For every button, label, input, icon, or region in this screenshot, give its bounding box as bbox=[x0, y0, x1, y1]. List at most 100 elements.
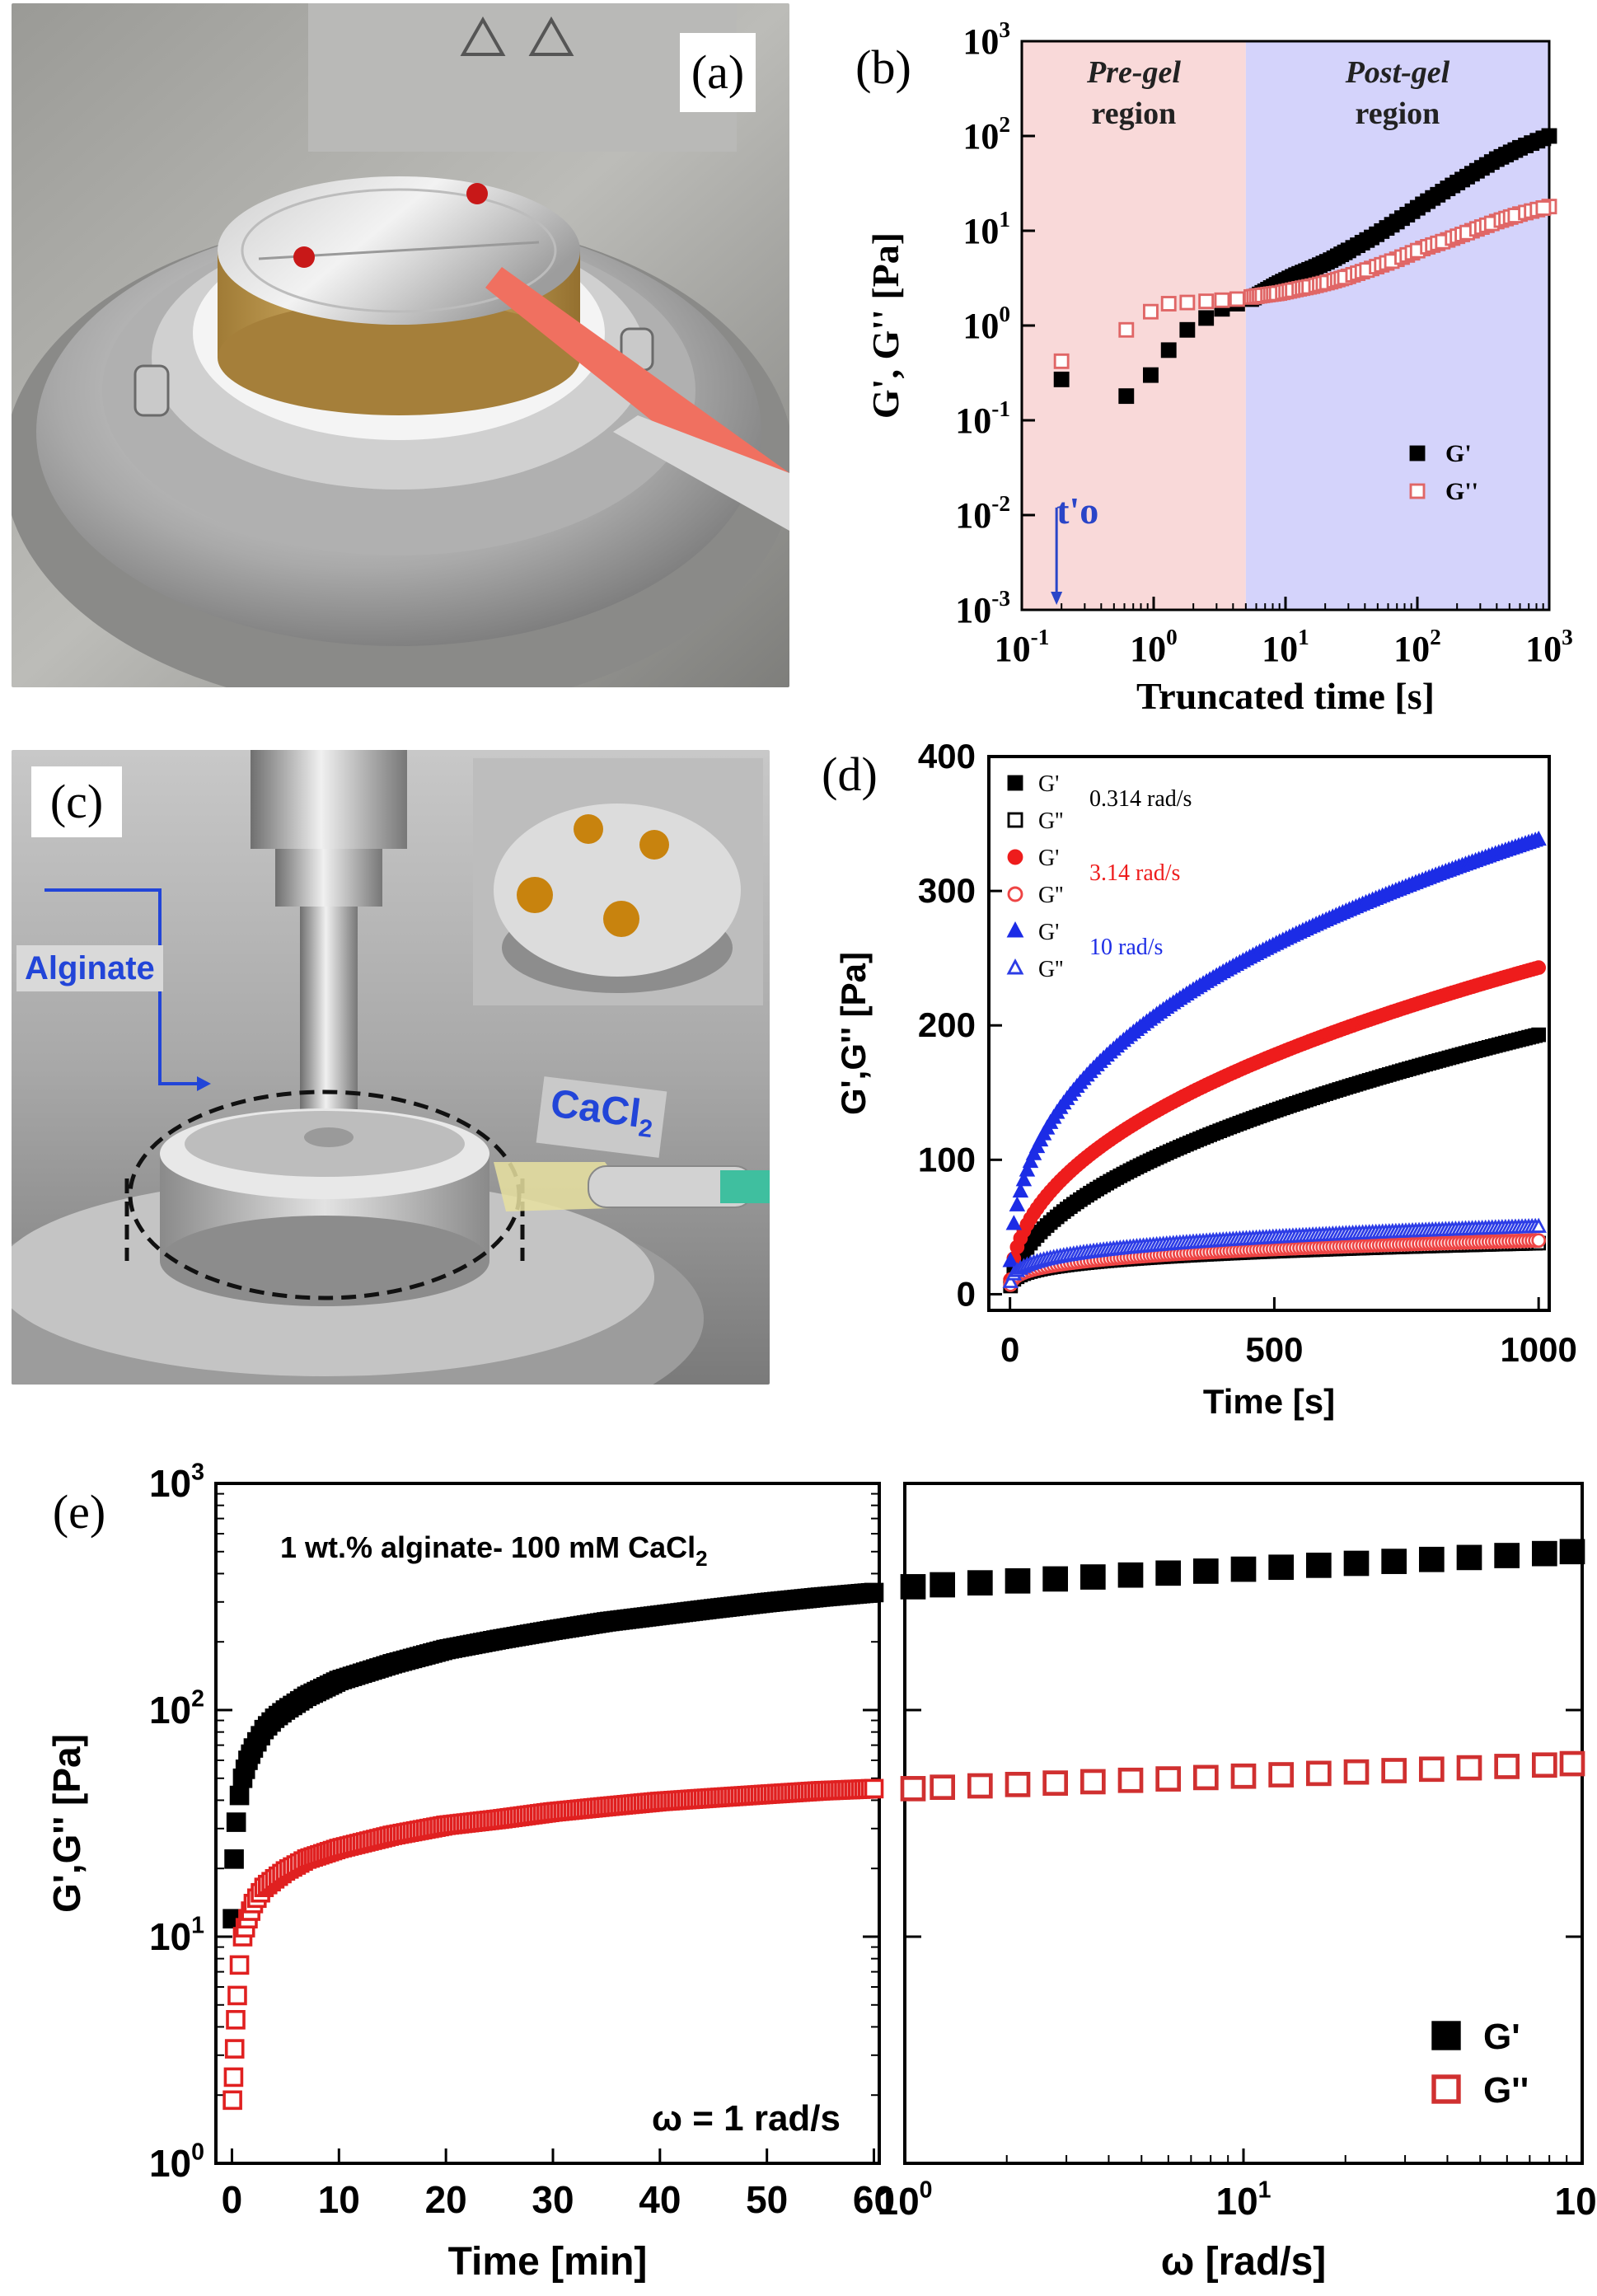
data-point bbox=[229, 1955, 250, 1975]
data-point bbox=[224, 2039, 245, 2059]
data-point bbox=[864, 1582, 884, 1603]
x-axis-label: Truncated time [s] bbox=[1136, 675, 1435, 717]
photo-c bbox=[12, 750, 770, 1385]
plot-frame bbox=[987, 755, 1551, 1312]
data-point bbox=[1142, 303, 1159, 320]
y-axis-label: G', G'' [Pa] bbox=[864, 232, 906, 419]
data-point bbox=[226, 2009, 246, 2030]
data-point bbox=[1531, 1540, 1557, 1567]
data-point bbox=[1268, 1762, 1295, 1788]
legend-marker bbox=[1409, 445, 1426, 462]
data-point bbox=[1142, 367, 1159, 383]
data-point bbox=[1079, 1769, 1106, 1795]
x-tick-label: 10-1 bbox=[995, 625, 1050, 669]
legend-label: G' bbox=[1038, 920, 1059, 945]
data-point bbox=[1053, 353, 1070, 369]
x-tick-label: 0 bbox=[222, 2178, 243, 2221]
legend-label: G' bbox=[1038, 846, 1059, 871]
data-point bbox=[1179, 321, 1196, 338]
data-point bbox=[1118, 388, 1135, 405]
data-point bbox=[1053, 371, 1070, 387]
annotation-composition: 1 wt.% alginate- 100 mM CaCl2 bbox=[280, 1530, 708, 1571]
region-sub-0: region bbox=[1092, 96, 1177, 131]
legend-marker bbox=[1409, 483, 1426, 499]
x-tick-label: 102 bbox=[1393, 625, 1441, 669]
region-sub-1: region bbox=[1356, 96, 1440, 131]
region-name-1: Post-gel bbox=[1345, 55, 1450, 90]
data-point bbox=[1155, 1560, 1182, 1586]
data-point bbox=[864, 1778, 884, 1799]
data-point bbox=[1198, 310, 1215, 326]
data-point bbox=[229, 1785, 250, 1806]
data-point bbox=[930, 1774, 956, 1801]
y-tick-label: 200 bbox=[918, 1005, 976, 1044]
x-tick-label: 10 bbox=[318, 2178, 360, 2221]
legend-marker bbox=[1006, 921, 1024, 938]
x-tick-label: 100 bbox=[877, 2177, 932, 2223]
data-point bbox=[1418, 1546, 1445, 1572]
data-point bbox=[1042, 1770, 1069, 1796]
y-tick-label: 103 bbox=[149, 1459, 204, 1505]
data-point bbox=[1019, 1161, 1036, 1177]
y-tick-label: 101 bbox=[149, 1912, 204, 1958]
y-tick-label: 0 bbox=[957, 1274, 976, 1313]
data-point bbox=[1198, 293, 1215, 310]
legend-marker bbox=[1007, 812, 1023, 828]
data-point bbox=[224, 1849, 244, 1869]
y-tick-label: 300 bbox=[918, 871, 976, 910]
chart-b: Pre-gel region Post-gel region 10-1 100 101 102… bbox=[864, 17, 1573, 717]
data-point bbox=[967, 1773, 993, 1799]
data-point bbox=[1214, 292, 1230, 308]
data-point bbox=[930, 1572, 956, 1598]
panel-label-e: (e) bbox=[52, 1485, 106, 1539]
x-axis-label-right: ω [rad/s] bbox=[1161, 2240, 1327, 2284]
photo-a bbox=[12, 3, 789, 687]
data-point bbox=[1305, 1760, 1332, 1787]
x-tick-label: 30 bbox=[532, 2178, 574, 2221]
x-tick-label: 500 bbox=[1245, 1330, 1303, 1369]
data-point bbox=[1381, 1549, 1407, 1574]
y-tick-label: 100 bbox=[918, 1140, 976, 1178]
data-point bbox=[1079, 1564, 1106, 1590]
data-point bbox=[1559, 1750, 1585, 1777]
annotation-arrowhead bbox=[1051, 592, 1063, 605]
data-point bbox=[1530, 830, 1547, 846]
data-point bbox=[1230, 1763, 1257, 1789]
cacl2-subscript: 2 bbox=[637, 1114, 654, 1144]
y-tick-label: 10-1 bbox=[955, 396, 1010, 441]
data-point bbox=[1381, 1758, 1407, 1783]
data-point bbox=[1531, 960, 1547, 975]
data-point bbox=[1494, 1754, 1520, 1779]
legend-label: G' bbox=[1445, 440, 1472, 467]
legend-marker bbox=[1006, 958, 1024, 975]
data-point bbox=[1002, 1272, 1019, 1288]
panel-label-b: (b) bbox=[855, 40, 911, 94]
y-axis-label: G',G'' [Pa] bbox=[834, 952, 873, 1115]
legend-label: G' bbox=[1038, 771, 1059, 797]
legend-marker bbox=[1007, 849, 1023, 865]
x-tick-label: 50 bbox=[746, 2178, 788, 2221]
y-tick-label: 100 bbox=[149, 2139, 204, 2185]
y-tick-label: 102 bbox=[962, 112, 1010, 157]
photo-c-drawing bbox=[12, 750, 770, 1385]
data-point bbox=[1418, 1756, 1445, 1783]
data-point bbox=[1179, 294, 1196, 311]
legend-label: G'' bbox=[1445, 478, 1478, 505]
y-tick-label: 102 bbox=[149, 1685, 204, 1731]
y-tick-label: 103 bbox=[962, 17, 1010, 62]
x-tick-label: 0 bbox=[1000, 1330, 1019, 1369]
y-tick-label: 101 bbox=[962, 207, 1010, 251]
data-point bbox=[1535, 130, 1552, 147]
data-point bbox=[1192, 1558, 1219, 1584]
legend-marker bbox=[1431, 2074, 1461, 2104]
data-point bbox=[900, 1776, 926, 1802]
data-point bbox=[1531, 1752, 1557, 1778]
data-point bbox=[967, 1570, 993, 1595]
y-tick-label: 100 bbox=[962, 302, 1010, 346]
data-point bbox=[900, 1574, 926, 1600]
chart-d: 0 500 1000 0 100 200 300 400 Time [s] G',G'' [Pa]… bbox=[834, 737, 1577, 1421]
x-tick-label: 100 bbox=[1130, 625, 1178, 669]
x-axis-label: Time [s] bbox=[1203, 1382, 1335, 1421]
data-point bbox=[1229, 291, 1245, 307]
annotation-omega: ω = 1 rad/s bbox=[652, 2098, 841, 2139]
